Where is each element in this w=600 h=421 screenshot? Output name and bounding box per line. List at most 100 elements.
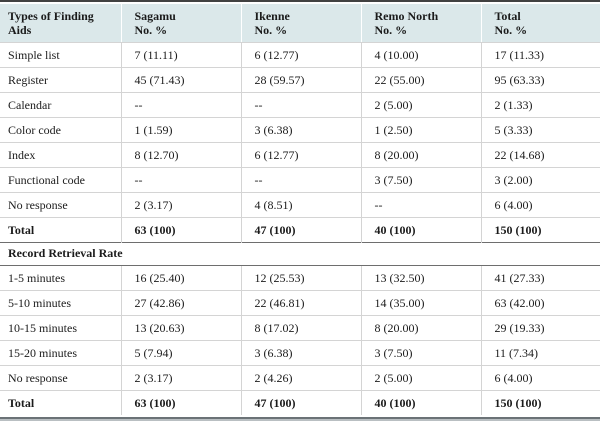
- value-cell: 47 (100): [241, 217, 362, 243]
- value-cell: 8 (20.00): [361, 315, 482, 341]
- row-label: Index: [0, 142, 122, 168]
- table-row: No response 2 (3.17) 2 (4.26) 2 (5.00) 6…: [0, 365, 600, 391]
- value-cell: 95 (63.33): [481, 67, 600, 93]
- value-cell: 2 (5.00): [361, 365, 482, 391]
- value-cell: 7 (11.11): [121, 42, 242, 68]
- value-cell: 6 (12.77): [241, 142, 362, 168]
- value-cell: --: [241, 167, 362, 193]
- value-cell: 3 (7.50): [361, 167, 482, 193]
- value-cell: 1 (1.59): [121, 117, 242, 143]
- value-cell: 22 (46.81): [241, 290, 362, 316]
- value-cell: 3 (7.50): [361, 340, 482, 366]
- value-cell: --: [241, 92, 362, 118]
- value-cell: 3 (6.38): [241, 340, 362, 366]
- value-cell: 6 (4.00): [481, 365, 600, 391]
- table-row: Simple list 7 (11.11) 6 (12.77) 4 (10.00…: [0, 42, 600, 68]
- value-cell: --: [361, 192, 482, 218]
- row-label: Functional code: [0, 167, 122, 193]
- value-cell: 3 (6.38): [241, 117, 362, 143]
- row-label: 10-15 minutes: [0, 315, 122, 341]
- section-header-record-retrieval-rate: Record Retrieval Rate: [0, 242, 600, 266]
- value-cell: 5 (7.94): [121, 340, 242, 366]
- top-rule-divider: [0, 0, 600, 2]
- value-cell: 63 (100): [121, 217, 242, 243]
- value-cell: 14 (35.00): [361, 290, 482, 316]
- column-title: Sagamu: [134, 9, 176, 23]
- value-cell: 63 (42.00): [481, 290, 600, 316]
- value-cell: --: [121, 92, 242, 118]
- table-row: 15-20 minutes 5 (7.94) 3 (6.38) 3 (7.50)…: [0, 340, 600, 366]
- value-cell: 22 (14.68): [481, 142, 600, 168]
- value-cell: 27 (42.86): [121, 290, 242, 316]
- row-label: 5-10 minutes: [0, 290, 122, 316]
- value-cell: 2 (1.33): [481, 92, 600, 118]
- row-label: No response: [0, 192, 122, 218]
- value-cell: 47 (100): [241, 390, 362, 415]
- row-label: Total: [0, 390, 122, 415]
- bottom-rule-dark: [0, 417, 600, 419]
- column-subtitle: No. %: [134, 23, 168, 37]
- table-row: Calendar -- -- 2 (5.00) 2 (1.33): [0, 92, 600, 118]
- table-row: Register 45 (71.43) 28 (59.57) 22 (55.00…: [0, 67, 600, 93]
- value-cell: 3 (2.00): [481, 167, 600, 193]
- bottom-rule-light: [0, 419, 600, 421]
- table-row: 1-5 minutes 16 (25.40) 12 (25.53) 13 (32…: [0, 265, 600, 291]
- table-row: No response 2 (3.17) 4 (8.51) -- 6 (4.00…: [0, 192, 600, 218]
- value-cell: 1 (2.50): [361, 117, 482, 143]
- total-row: Total 63 (100) 47 (100) 40 (100) 150 (10…: [0, 217, 600, 243]
- row-label: Register: [0, 67, 122, 93]
- bottom-rule-divider: [0, 417, 600, 421]
- row-label: Simple list: [0, 42, 122, 68]
- value-cell: 29 (19.33): [481, 315, 600, 341]
- row-label: 15-20 minutes: [0, 340, 122, 366]
- value-cell: 40 (100): [361, 217, 482, 243]
- value-cell: 40 (100): [361, 390, 482, 415]
- table-row: Color code 1 (1.59) 3 (6.38) 1 (2.50) 5 …: [0, 117, 600, 143]
- column-title: Total: [494, 9, 521, 23]
- value-cell: 2 (3.17): [121, 192, 242, 218]
- column-title: Remo North: [374, 9, 439, 23]
- value-cell: 8 (17.02): [241, 315, 362, 341]
- column-header-ikenne: Ikenne No. %: [241, 4, 362, 43]
- table-row: 10-15 minutes 13 (20.63) 8 (17.02) 8 (20…: [0, 315, 600, 341]
- column-subtitle: No. %: [494, 23, 528, 37]
- value-cell: --: [121, 167, 242, 193]
- column-header-total: Total No. %: [481, 4, 600, 43]
- value-cell: 11 (7.34): [481, 340, 600, 366]
- row-label: 1-5 minutes: [0, 265, 122, 291]
- total-row: Total 63 (100) 47 (100) 40 (100) 150 (10…: [0, 390, 600, 415]
- value-cell: 150 (100): [481, 390, 600, 415]
- value-cell: 6 (12.77): [241, 42, 362, 68]
- header-row: Types of Finding Aids Sagamu No. % Ikenne…: [0, 4, 600, 43]
- value-cell: 6 (4.00): [481, 192, 600, 218]
- value-cell: 22 (55.00): [361, 67, 482, 93]
- section-title: Record Retrieval Rate: [0, 242, 600, 266]
- value-cell: 2 (5.00): [361, 92, 482, 118]
- column-header-remo-north: Remo North No. %: [361, 4, 482, 43]
- value-cell: 41 (27.33): [494, 271, 545, 285]
- column-header-sagamu: Sagamu No. %: [121, 4, 242, 43]
- value-cell: 63 (100): [121, 390, 242, 415]
- value-cell: 4 (10.00): [361, 42, 482, 68]
- value-cell: 2 (3.17): [121, 365, 242, 391]
- value-cell: 28 (59.57): [241, 67, 362, 93]
- column-subtitle: No. %: [374, 23, 408, 37]
- row-label: No response: [0, 365, 122, 391]
- row-label: Total: [0, 217, 122, 243]
- column-header-types-of-finding-aids: Types of Finding Aids: [0, 4, 122, 43]
- column-subtitle: No. %: [254, 23, 288, 37]
- value-cell: 45 (71.43): [121, 67, 242, 93]
- value-cell: 13 (32.50): [361, 265, 482, 291]
- row-label: Color code: [0, 117, 122, 143]
- value-cell: 8 (12.70): [121, 142, 242, 168]
- row-label: Calendar: [0, 92, 122, 118]
- value-cell: 17 (11.33): [494, 48, 545, 62]
- table-row: Functional code -- -- 3 (7.50) 3 (2.00): [0, 167, 600, 193]
- value-cell: 5 (3.33): [481, 117, 600, 143]
- value-cell: 13 (20.63): [121, 315, 242, 341]
- column-title: Ikenne: [254, 9, 290, 23]
- table-row: Index 8 (12.70) 6 (12.77) 8 (20.00) 22 (…: [0, 142, 600, 168]
- value-cell: 12 (25.53): [241, 265, 362, 291]
- value-cell: 16 (25.40): [121, 265, 242, 291]
